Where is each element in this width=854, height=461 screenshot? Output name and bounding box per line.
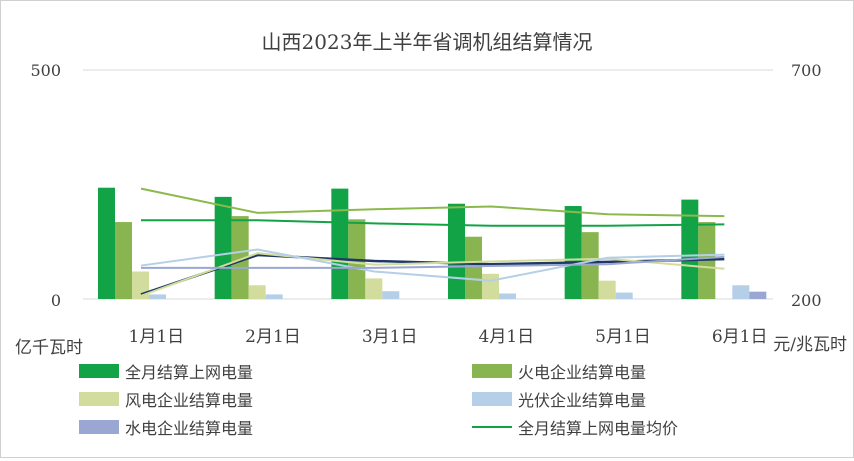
left-axis-tick-min: 0 (51, 291, 61, 310)
bar-1-3 (331, 188, 349, 299)
bar-3-4 (482, 273, 499, 299)
bar-3-2 (248, 285, 266, 299)
legend-label-total: 全月结算上网电量 (125, 363, 254, 382)
legend-swatch-solar (472, 392, 512, 406)
right-axis-tick-max: 700 (791, 61, 822, 80)
legend-label-avg-price: 全月结算上网电量均价 (518, 419, 679, 438)
axis-labels: 500 0 700 200 亿千瓦时 元/兆瓦时 (15, 61, 847, 358)
bar-2-1 (115, 222, 132, 299)
bar-4-4 (499, 293, 516, 299)
bar-2-4 (465, 236, 482, 299)
bar-2-5 (581, 232, 599, 299)
bar-3-1 (132, 271, 149, 299)
bar-2-2 (231, 216, 249, 299)
bar-1-4 (448, 203, 465, 299)
avg-price-line (141, 219, 725, 227)
bar-1-1 (98, 187, 115, 299)
legend-label-wind: 风电企业结算电量 (125, 391, 254, 410)
bar-4-5 (615, 292, 633, 299)
price-line-4 (140, 248, 725, 282)
bar-series (98, 187, 767, 299)
x-tick-label: 6月1日 (712, 327, 768, 347)
right-axis-tick-min: 200 (791, 291, 822, 310)
legend-label-solar: 光伏企业结算电量 (518, 391, 647, 410)
bar-1-5 (564, 206, 582, 299)
bar-4-1 (149, 294, 166, 299)
bar-4-6 (732, 285, 750, 299)
legend-item-avg-price: 全月结算上网电量均价 (472, 415, 678, 439)
bar-5-6 (749, 291, 767, 299)
x-tick-label: 2月1日 (245, 327, 301, 347)
legend-item-thermal: 火电企业结算电量 (472, 359, 646, 383)
bar-3-3 (365, 278, 383, 299)
right-axis-unit: 元/兆瓦时 (773, 335, 847, 355)
bar-4-2 (265, 294, 283, 299)
x-tick-label: 3月1日 (362, 327, 418, 347)
left-axis-tick-max: 500 (30, 61, 61, 80)
legend-item-wind: 风电企业结算电量 (79, 387, 253, 411)
x-tick-label: 5月1日 (595, 327, 651, 347)
legend-swatch-hydro (79, 420, 119, 434)
gridlines (83, 69, 773, 300)
legend-swatch-total (79, 364, 119, 378)
legend-item-hydro: 水电企业结算电量 (79, 415, 253, 439)
bar-3-5 (598, 280, 616, 299)
price-line-5 (141, 255, 725, 269)
price-line-1 (140, 187, 725, 218)
legend-label-hydro: 水电企业结算电量 (125, 419, 254, 438)
legend-line-avg-price (472, 426, 512, 428)
chart-title: 山西2023年上半年省调机组结算情况 (262, 30, 593, 54)
bar-1-2 (214, 196, 232, 299)
x-tick-label: 4月1日 (479, 327, 535, 347)
price-line-3 (140, 252, 725, 297)
legend-item-solar: 光伏企业结算电量 (472, 387, 646, 411)
legend-item-total: 全月结算上网电量 (79, 359, 253, 383)
legend-label-thermal: 火电企业结算电量 (518, 363, 647, 382)
legend-swatch-wind (79, 392, 119, 406)
bar-4-3 (382, 291, 400, 299)
x-tick-labels: 1月1日 2月1日 3月1日 4月1日 5月1日 6月1日 (129, 327, 768, 347)
x-tick-label: 1月1日 (129, 327, 185, 347)
legend-swatch-thermal (472, 364, 512, 378)
line-series (140, 187, 725, 297)
left-axis-unit: 亿千瓦时 (15, 338, 83, 358)
